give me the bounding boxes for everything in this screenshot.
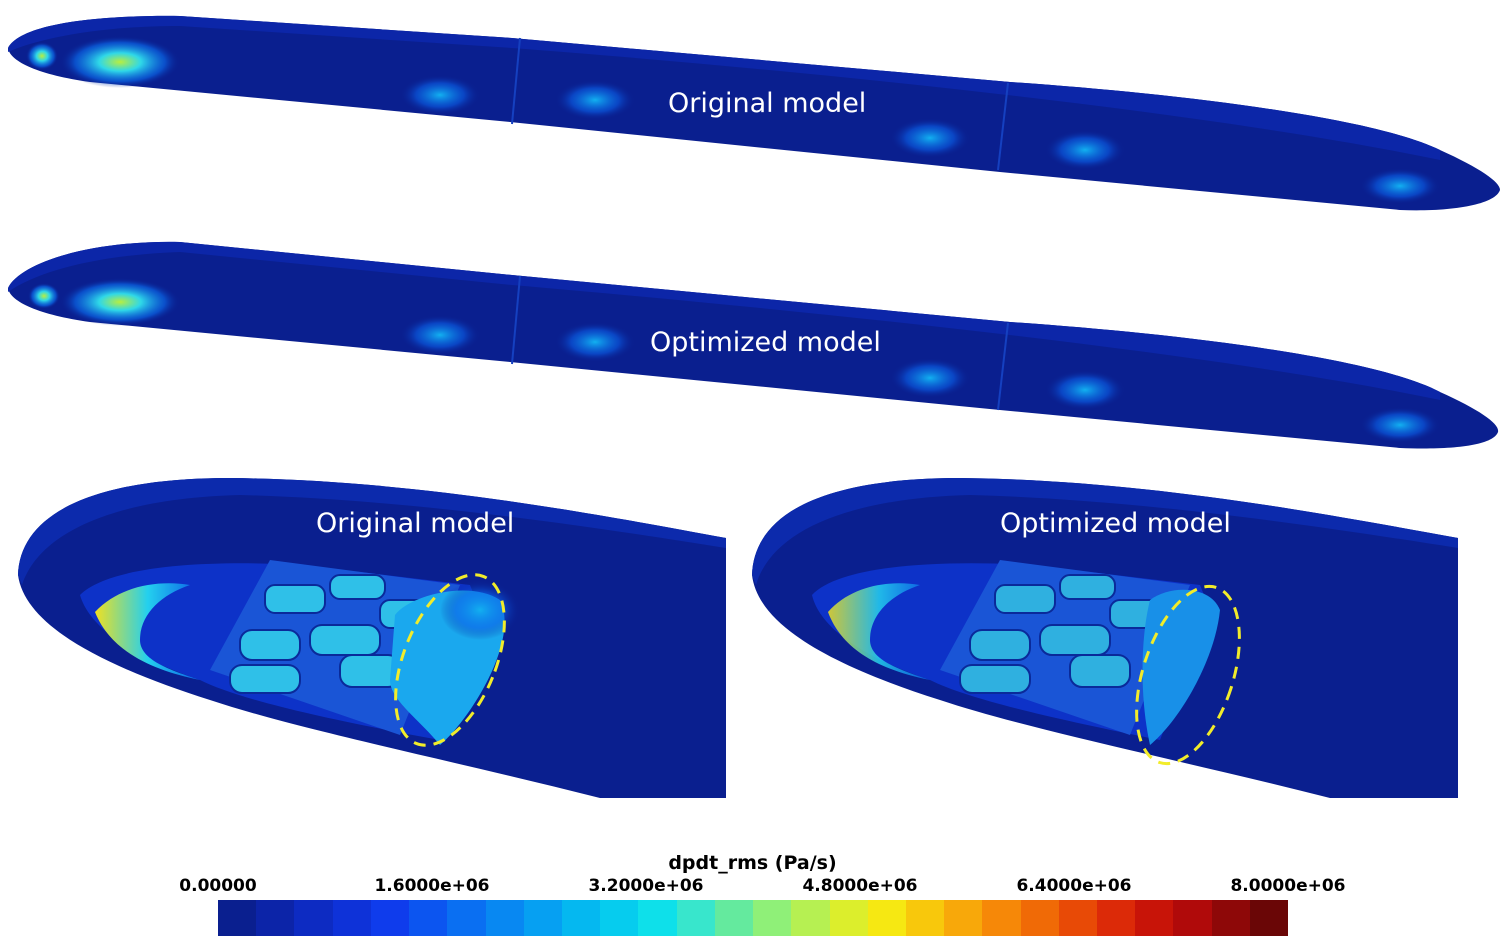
colorbar-segment xyxy=(218,900,257,936)
colorbar-segment xyxy=(1173,900,1212,936)
colorbar-segment xyxy=(676,900,715,936)
colorbar-segment xyxy=(600,900,639,936)
zoom-original-nose xyxy=(18,478,726,798)
colorbar-segment xyxy=(294,900,333,936)
colorbar-segment xyxy=(944,900,983,936)
label-optimized-full: Optimized model xyxy=(650,327,881,358)
colorbar-segment xyxy=(1211,900,1250,936)
colorbar-segment xyxy=(485,900,524,936)
colorbar-segment xyxy=(523,900,562,936)
colorbar-title: dpdt_rms (Pa/s) xyxy=(668,852,837,874)
colorbar-tick: 8.0000e+06 xyxy=(1230,876,1346,896)
colorbar-tick: 6.4000e+06 xyxy=(1016,876,1132,896)
label-optimized-zoom: Optimized model xyxy=(1000,508,1231,539)
colorbar-segment xyxy=(1249,900,1289,936)
colorbar-segment xyxy=(867,900,906,936)
colorbar-segment xyxy=(1097,900,1136,936)
colorbar-tick: 3.2000e+06 xyxy=(588,876,704,896)
colorbar-segment xyxy=(1058,900,1098,936)
highlight-ellipse-optimized xyxy=(1135,584,1241,766)
colorbar xyxy=(218,900,1289,936)
colorbar-segment xyxy=(753,900,792,936)
colorbar-segment xyxy=(829,900,868,936)
colorbar-tick: 1.6000e+06 xyxy=(374,876,490,896)
colorbar-segment xyxy=(332,900,371,936)
colorbar-segment xyxy=(561,900,601,936)
label-original-zoom: Original model xyxy=(316,508,515,539)
zoom-optimized-nose xyxy=(752,478,1458,798)
colorbar-segment xyxy=(714,900,754,936)
colorbar-segment xyxy=(370,900,410,936)
colorbar-segment xyxy=(905,900,945,936)
colorbar-segment xyxy=(447,900,486,936)
colorbar-segment xyxy=(256,900,295,936)
colorbar-tick: 4.8000e+06 xyxy=(802,876,918,896)
train-original-full xyxy=(8,15,1500,211)
colorbar-segment xyxy=(1135,900,1174,936)
colorbar-segment xyxy=(1020,900,1059,936)
label-original-full: Original model xyxy=(668,88,867,119)
highlight-ellipse-original xyxy=(394,573,506,747)
colorbar-segment xyxy=(791,900,830,936)
colorbar-segment xyxy=(982,900,1021,936)
train-optimized-full xyxy=(8,241,1499,449)
colorbar-segment xyxy=(638,900,677,936)
colorbar-segment xyxy=(409,900,448,936)
colorbar-tick: 0.00000 xyxy=(179,876,257,896)
